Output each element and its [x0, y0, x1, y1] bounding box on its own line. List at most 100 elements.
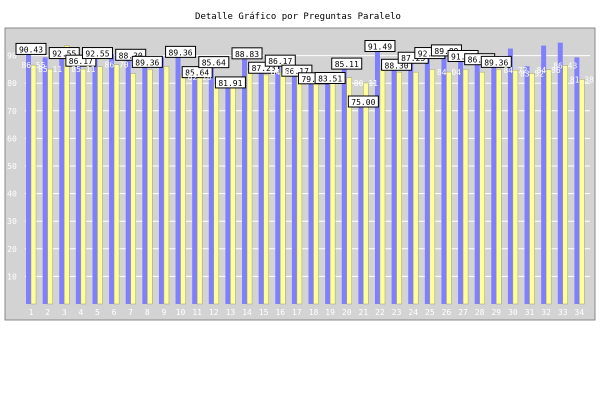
data-label-series-b: 86.70 [105, 61, 129, 70]
data-label-series-a: 92.55 [418, 50, 442, 59]
data-label-series-a: 86.17 [69, 57, 93, 66]
data-label-box [314, 72, 346, 85]
data-label-series-a: 89.36 [169, 48, 193, 57]
data-label-series-b: 84.72 [503, 66, 527, 75]
data-label-series-b: 82.28 [188, 73, 212, 82]
x-category-label: 21 [359, 308, 369, 317]
x-category-label: 30 [508, 308, 518, 317]
bar-series-b [462, 69, 469, 305]
bar-series-b [196, 76, 203, 305]
data-label-series-a: 86.70 [468, 56, 492, 65]
data-label-series-a: 86.17 [268, 57, 292, 66]
bar-series-b [130, 73, 136, 305]
data-label-series-a: 91.49 [451, 52, 475, 61]
data-label-series-b: 84.86 [537, 66, 561, 75]
y-tick-label: 90 [7, 52, 17, 61]
bar-series-a [242, 58, 248, 305]
data-label-series-a: 89.36 [135, 58, 159, 67]
data-label-series-a: 91.49 [368, 42, 392, 51]
x-category-label: 1 [29, 308, 34, 317]
bar-series-b [97, 66, 103, 305]
data-label-series-a: 90.43 [19, 45, 43, 54]
bar-series-b [47, 68, 53, 305]
bar-series-a [75, 66, 81, 304]
bar-series-a [474, 64, 480, 304]
chart-title: Detalle Gráfico por Preguntas Paralelo [195, 12, 401, 22]
x-category-label: 14 [242, 308, 252, 317]
data-label-box [81, 47, 113, 60]
bar-series-a [574, 57, 580, 305]
bar-series-a [491, 57, 497, 305]
data-label-box [347, 95, 379, 108]
bar-series-b [63, 45, 70, 305]
x-category-label: 27 [458, 308, 468, 317]
bar-series-b [329, 71, 336, 305]
y-tick-label: 40 [7, 190, 17, 199]
data-label-series-a: 87.23 [252, 64, 276, 73]
data-label-box [364, 39, 396, 52]
bar-series-b [163, 66, 170, 305]
bar-series-a [158, 57, 164, 305]
x-category-label: 32 [541, 308, 551, 317]
bar-series-a [225, 77, 231, 304]
data-label-box [231, 47, 263, 60]
x-category-label: 2 [45, 308, 50, 317]
x-category-label: 13 [226, 308, 236, 317]
x-category-label: 19 [325, 308, 335, 317]
data-label-series-b: 86.55 [21, 61, 45, 70]
data-label-box [248, 61, 280, 74]
data-label-series-a: 92.55 [85, 50, 109, 59]
x-category-label: 7 [128, 308, 133, 317]
bar-series-a [358, 97, 364, 304]
bar-series-b [429, 69, 436, 305]
bar-series-b [412, 71, 419, 305]
data-label-series-a: 81.91 [218, 79, 242, 88]
data-label-series-a: 89.89 [434, 47, 458, 56]
bar-series-a [258, 63, 264, 304]
data-label-series-a: 85.64 [185, 69, 209, 78]
x-category-label: 6 [112, 308, 117, 317]
data-label-series-b: 80.11 [354, 79, 378, 88]
x-category-label: 33 [558, 308, 568, 317]
bar-series-b [446, 71, 452, 305]
bar-series-a [408, 63, 414, 304]
x-category-label: 28 [475, 308, 485, 317]
data-label-series-a: 75.00 [351, 98, 375, 107]
bar-series-a [142, 57, 148, 305]
x-category-label: 25 [425, 308, 435, 317]
bar-series-a [308, 83, 314, 304]
data-label-box [480, 55, 512, 68]
y-tick-label: 80 [7, 79, 17, 88]
x-category-label: 34 [575, 308, 585, 317]
bar-series-b [80, 68, 87, 305]
bar-series-b [263, 74, 269, 305]
data-label-series-a: 89.36 [484, 58, 508, 67]
bar-series-b [280, 71, 286, 305]
bar-series-b [180, 74, 186, 305]
data-label-box [48, 47, 80, 60]
data-label-series-a: 87.23 [401, 54, 425, 63]
data-label-series-b: 81.38 [570, 75, 594, 84]
data-label-series-a: 83.51 [318, 75, 342, 84]
bar-series-b [379, 69, 386, 305]
data-label-series-b: 86.43 [553, 61, 577, 70]
y-tick-label: 50 [7, 162, 17, 171]
bar-series-a [125, 60, 131, 305]
bar-series-a [374, 51, 380, 305]
data-label-series-a: 88.30 [385, 61, 409, 70]
bar-series-a [109, 54, 115, 304]
bar-series-b [496, 69, 502, 305]
data-label-series-a: 85.11 [335, 60, 359, 69]
bar-series-b [296, 68, 303, 305]
y-tick-label: 10 [7, 272, 17, 281]
bar-series-a [92, 48, 98, 305]
x-category-label: 15 [259, 308, 269, 317]
bar-series-b [512, 69, 519, 305]
bar-series-b [147, 69, 153, 305]
x-category-label: 3 [62, 308, 67, 317]
bar-series-b [579, 79, 585, 305]
x-category-label: 31 [525, 308, 535, 317]
y-axis-ticks: 10 20 30 40 50 60 70 80 90 [7, 52, 17, 282]
